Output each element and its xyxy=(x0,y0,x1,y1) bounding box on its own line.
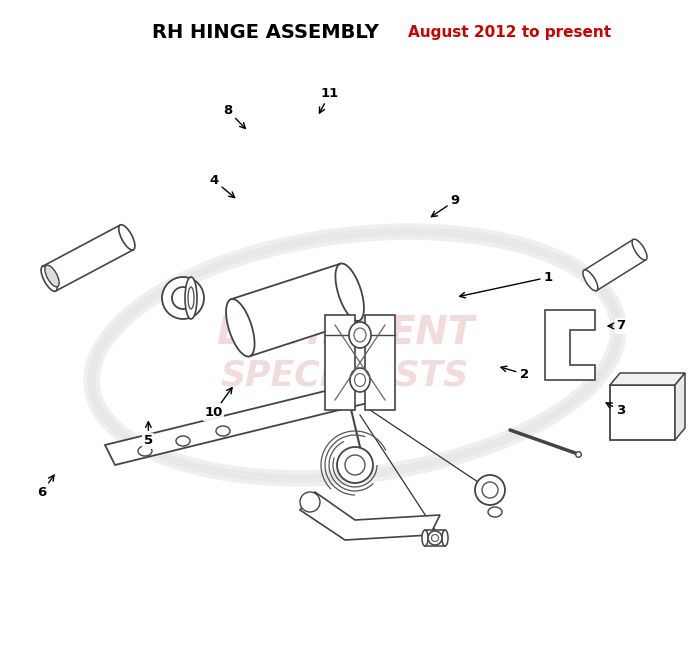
Polygon shape xyxy=(43,225,133,291)
Text: SPECIALISTS: SPECIALISTS xyxy=(221,358,469,392)
Text: 2: 2 xyxy=(501,366,529,381)
Ellipse shape xyxy=(422,530,428,546)
Ellipse shape xyxy=(176,436,190,446)
Polygon shape xyxy=(105,380,380,465)
Text: 9: 9 xyxy=(431,194,460,216)
Text: 8: 8 xyxy=(223,104,246,128)
Polygon shape xyxy=(610,385,675,440)
Ellipse shape xyxy=(349,322,371,348)
Ellipse shape xyxy=(355,373,366,387)
Ellipse shape xyxy=(188,287,194,309)
Text: RH HINGE ASSEMBLY: RH HINGE ASSEMBLY xyxy=(152,23,378,41)
Ellipse shape xyxy=(45,265,59,287)
Ellipse shape xyxy=(354,328,366,342)
Ellipse shape xyxy=(185,277,197,319)
Ellipse shape xyxy=(172,287,194,309)
Text: 1: 1 xyxy=(460,271,553,298)
Ellipse shape xyxy=(350,368,370,392)
Ellipse shape xyxy=(583,270,598,291)
Ellipse shape xyxy=(482,482,498,498)
Polygon shape xyxy=(610,373,685,385)
Text: 11: 11 xyxy=(319,87,339,113)
Ellipse shape xyxy=(226,299,255,357)
Polygon shape xyxy=(545,310,595,380)
Polygon shape xyxy=(231,264,359,356)
Ellipse shape xyxy=(442,530,448,546)
Ellipse shape xyxy=(632,239,647,260)
Polygon shape xyxy=(325,315,355,410)
Text: 10: 10 xyxy=(205,387,232,420)
Text: 4: 4 xyxy=(209,174,235,198)
Polygon shape xyxy=(425,530,445,546)
Ellipse shape xyxy=(337,447,373,483)
Polygon shape xyxy=(365,315,395,410)
Polygon shape xyxy=(300,492,440,540)
Ellipse shape xyxy=(41,266,57,291)
Ellipse shape xyxy=(488,507,502,517)
Ellipse shape xyxy=(431,534,439,542)
Ellipse shape xyxy=(300,492,320,512)
Ellipse shape xyxy=(335,263,364,321)
Polygon shape xyxy=(584,239,646,291)
Text: EQUIPMENT: EQUIPMENT xyxy=(216,314,474,352)
Text: 3: 3 xyxy=(607,403,626,418)
Text: 7: 7 xyxy=(608,319,626,333)
Text: August 2012 to present: August 2012 to present xyxy=(408,25,611,39)
Ellipse shape xyxy=(138,446,152,456)
Text: 6: 6 xyxy=(37,475,54,500)
Ellipse shape xyxy=(475,475,505,505)
Polygon shape xyxy=(675,373,685,440)
Ellipse shape xyxy=(428,531,442,545)
Text: 5: 5 xyxy=(144,422,153,448)
Ellipse shape xyxy=(345,455,365,475)
Ellipse shape xyxy=(162,277,204,319)
Ellipse shape xyxy=(216,426,230,436)
Ellipse shape xyxy=(119,224,135,250)
